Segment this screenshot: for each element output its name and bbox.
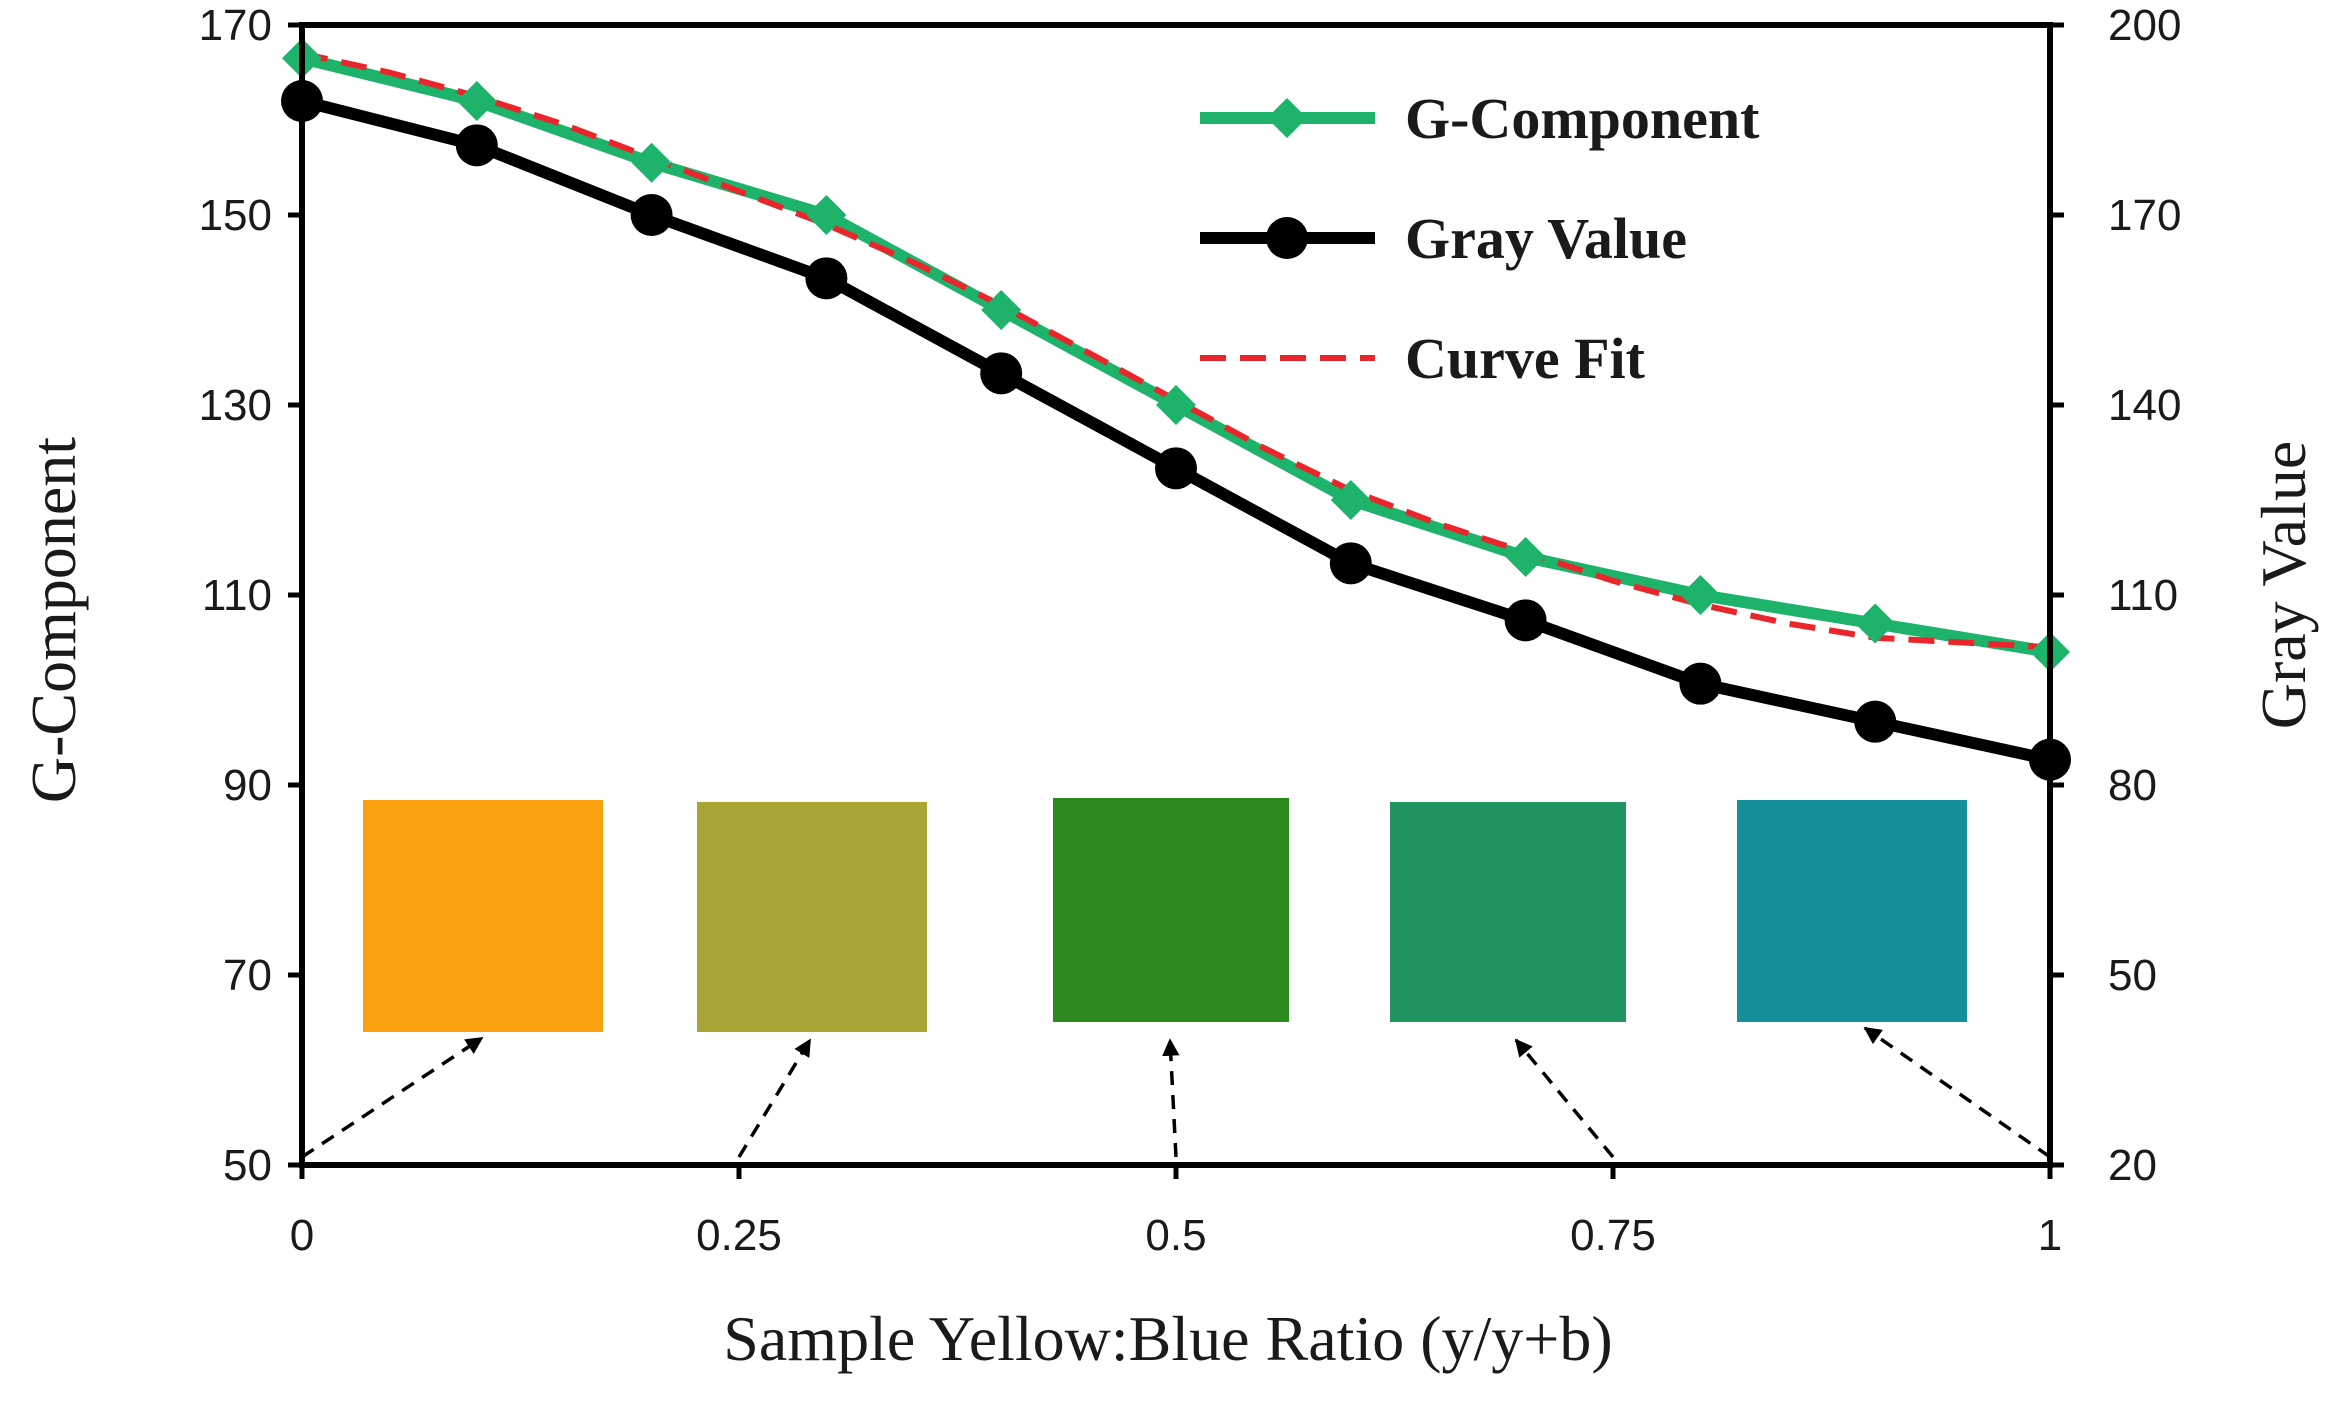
swatch-ratio-0 <box>363 800 603 1032</box>
swatch-arrow-ratio-0.25 <box>737 1038 812 1158</box>
color-swatches <box>301 798 2052 1159</box>
g-component-point <box>981 290 1022 330</box>
gray-value-point <box>980 352 1023 395</box>
y2-tick-label: 20 <box>2108 1141 2157 1190</box>
x-tick-label: 1 <box>2038 1211 2062 1260</box>
g-component-point <box>1330 480 1371 520</box>
x-axis-title: Sample Yellow:Blue Ratio (y/y+b) <box>723 1303 1612 1374</box>
y2-tick-label: 170 <box>2108 191 2181 240</box>
y-tick-label: 90 <box>223 761 272 810</box>
swatch-arrow-ratio-0.75 <box>1514 1038 1615 1159</box>
legend-label: Curve Fit <box>1405 326 1646 391</box>
g-component-point <box>456 81 497 121</box>
g-component-point <box>1855 603 1896 644</box>
y-axis-title: G-Component <box>18 437 89 803</box>
g-component-point <box>1505 537 1546 577</box>
x-tick-label: 0.5 <box>1145 1211 1206 1260</box>
x-tick-label: 0.25 <box>696 1211 782 1260</box>
gray-value-point <box>805 257 848 300</box>
y2-tick-label: 80 <box>2108 761 2157 810</box>
gray-value-point <box>630 194 673 236</box>
legend-label: G-Component <box>1405 86 1760 151</box>
gray-value-line <box>300 95 2052 766</box>
y2-tick-label: 140 <box>2108 381 2181 430</box>
gray-value-point <box>455 124 498 167</box>
axes: 50 70 90 110 130 150 170 20 50 80 110 140 170 200 0 0.2… <box>199 1 2182 1260</box>
y2-tick-label: 50 <box>2108 951 2157 1000</box>
y-tick-label: 130 <box>199 381 272 430</box>
y2-tick-label: 200 <box>2108 1 2181 50</box>
x-tick-label: 0.75 <box>1570 1211 1656 1260</box>
y2-axis-title: Gray Value <box>2248 441 2319 730</box>
legend: G-Component Gray Value Curve Fit <box>1200 86 1760 391</box>
swatch-arrow-ratio-0.5 <box>1162 1038 1180 1158</box>
y-tick-label: 110 <box>202 571 272 620</box>
legend-label: Gray Value <box>1405 206 1687 271</box>
gray-value-point <box>1679 662 1722 705</box>
legend-gray-value-marker <box>1266 217 1308 259</box>
g-component-point <box>1156 385 1196 425</box>
swatch-ratio-1 <box>1737 800 1967 1022</box>
x-tick-label: 0 <box>290 1211 314 1260</box>
y2-tick-label: 110 <box>2108 571 2178 620</box>
y-tick-label: 50 <box>223 1141 272 1190</box>
swatch-ratio-0.5 <box>1053 798 1289 1022</box>
legend-g-component-marker <box>1267 98 1307 138</box>
gray-value-point <box>1854 700 1897 743</box>
swatch-arrow-ratio-0 <box>301 1036 484 1159</box>
y-tick-label: 70 <box>223 951 272 1000</box>
swatch-ratio-0.75 <box>1390 802 1626 1022</box>
g-component-point <box>1680 575 1721 615</box>
gray-value-point <box>1329 542 1372 585</box>
g-component-point <box>631 142 672 183</box>
swatch-arrow-ratio-1 <box>1863 1026 2052 1159</box>
plot-series <box>281 38 2071 781</box>
g-component-point <box>806 195 847 235</box>
g-component-line <box>300 52 2051 658</box>
y-tick-label: 170 <box>199 1 272 50</box>
gray-value-point <box>1504 599 1547 642</box>
swatch-ratio-0.25 <box>697 802 927 1032</box>
y-tick-label: 150 <box>199 191 272 240</box>
gray-value-point <box>1155 447 1197 490</box>
curve-fit-line <box>301 50 2051 651</box>
